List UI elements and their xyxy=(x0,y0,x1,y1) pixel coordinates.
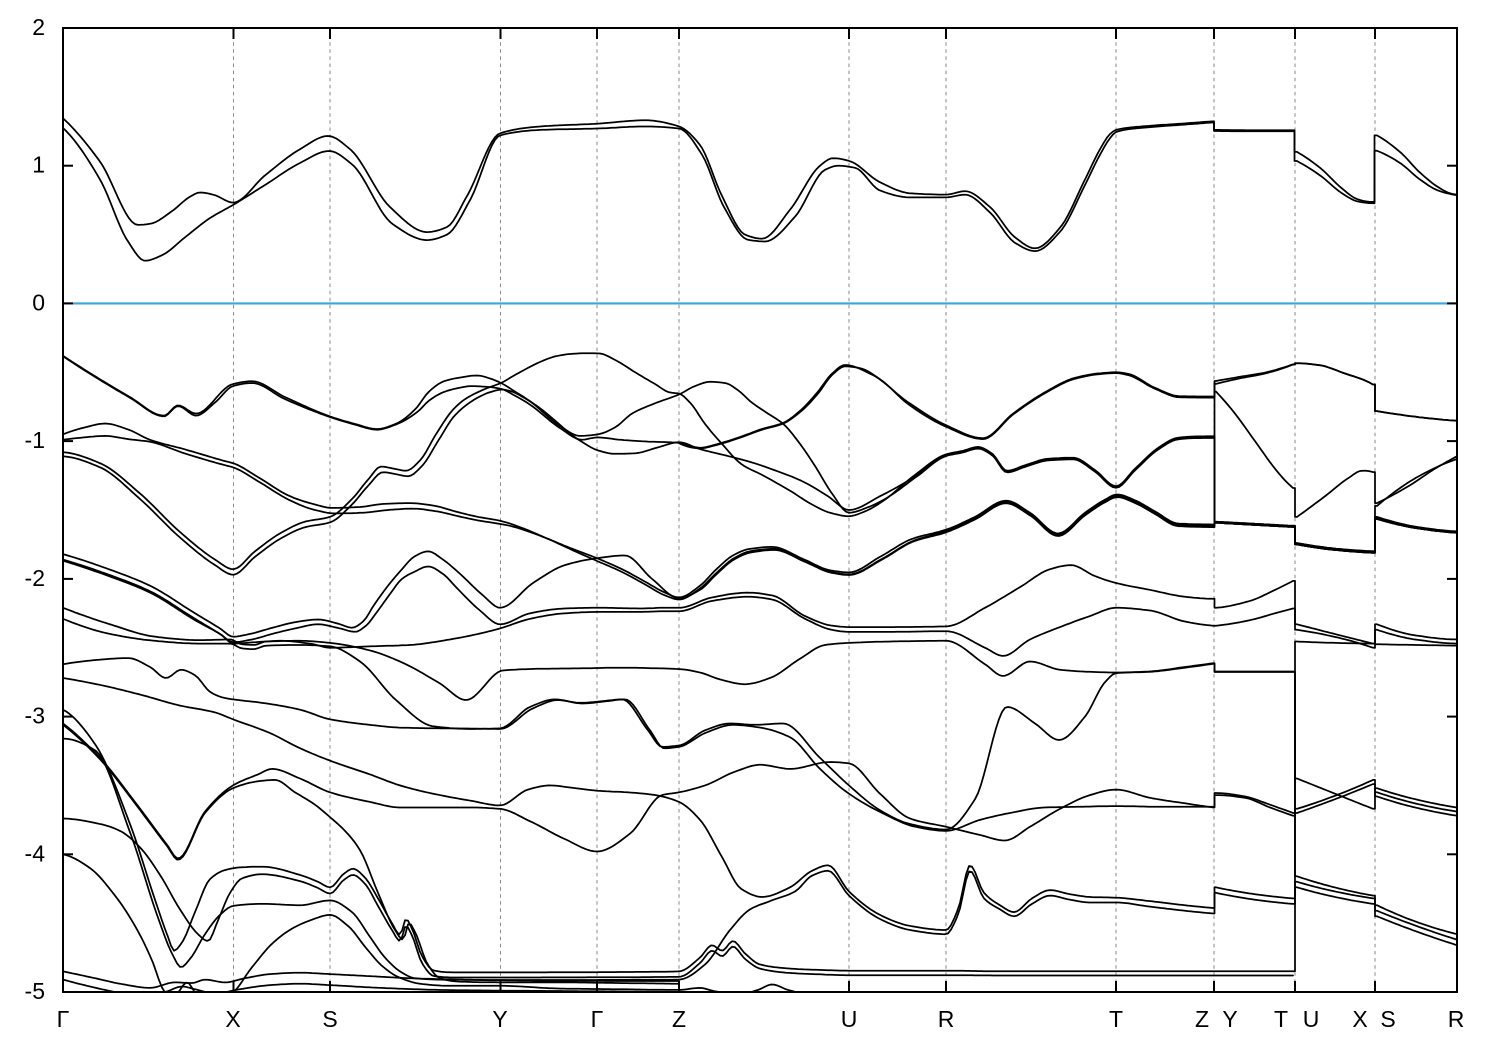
svg-text:-3: -3 xyxy=(25,703,45,729)
svg-text:S: S xyxy=(322,1006,337,1032)
svg-text:1: 1 xyxy=(32,152,45,178)
svg-text:Z: Z xyxy=(672,1006,686,1032)
svg-text:U: U xyxy=(841,1006,858,1032)
svg-text:T: T xyxy=(1274,1006,1288,1032)
svg-text:U: U xyxy=(1303,1006,1320,1032)
svg-text:R: R xyxy=(938,1006,955,1032)
svg-text:Γ: Γ xyxy=(57,1006,70,1032)
svg-text:Z: Z xyxy=(1195,1006,1209,1032)
svg-text:Y: Y xyxy=(492,1006,507,1032)
svg-text:-4: -4 xyxy=(25,840,46,866)
svg-text:-5: -5 xyxy=(25,978,45,1004)
svg-text:0: 0 xyxy=(32,289,45,315)
svg-text:X: X xyxy=(1352,1006,1367,1032)
svg-text:2: 2 xyxy=(32,14,45,40)
svg-text:X: X xyxy=(225,1006,240,1032)
svg-text:R: R xyxy=(1448,1006,1465,1032)
svg-text:-2: -2 xyxy=(25,565,45,591)
svg-text:Y: Y xyxy=(1222,1006,1237,1032)
svg-text:-1: -1 xyxy=(25,427,45,453)
svg-text:Γ: Γ xyxy=(591,1006,604,1032)
svg-text:S: S xyxy=(1380,1006,1395,1032)
svg-text:T: T xyxy=(1109,1006,1123,1032)
